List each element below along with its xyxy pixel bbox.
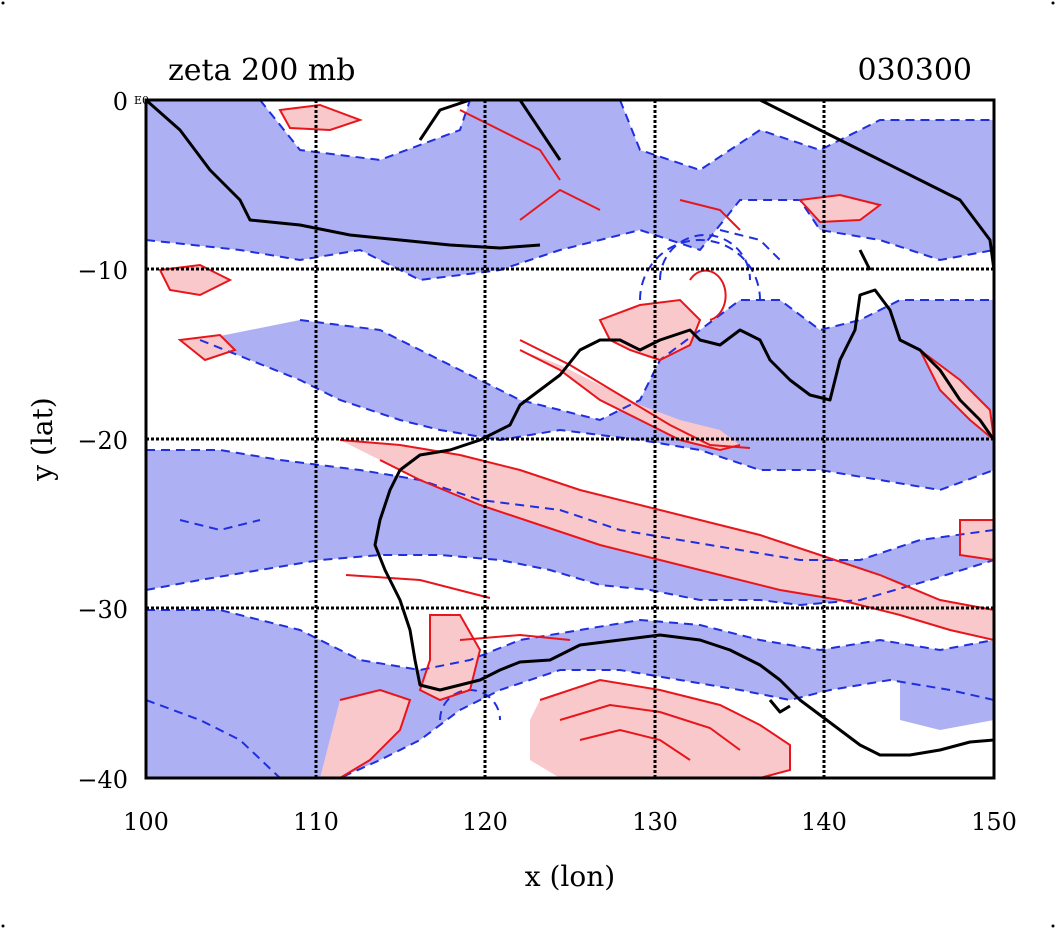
y-tick-label: −10 — [77, 257, 128, 285]
y-tick-label: −40 — [77, 766, 128, 794]
corner-dot — [1051, 924, 1055, 928]
timestamp-label: 030300 — [857, 53, 972, 88]
y-tick-label: 0 — [113, 88, 128, 116]
corner-dot — [1, 1, 5, 5]
field-layer — [146, 100, 994, 778]
chart-title: zeta 200 mb — [168, 53, 356, 88]
x-tick-label: 140 — [801, 808, 847, 836]
y-axis-label: y (lat) — [26, 397, 59, 481]
x-tick-label: 130 — [632, 808, 678, 836]
x-tick-label: 100 — [123, 808, 169, 836]
x-tick-label: 150 — [971, 808, 1017, 836]
x-tick-label: 120 — [462, 808, 508, 836]
plot-frame — [144, 98, 996, 780]
corner-mark: E0 — [134, 94, 149, 107]
x-tick-label: 110 — [293, 808, 339, 836]
positive-contours — [158, 103, 994, 778]
y-tick-label: −20 — [77, 427, 128, 455]
coastline — [146, 100, 994, 757]
corner-dot — [1051, 1, 1055, 5]
negative-contours — [146, 100, 994, 778]
map-grid — [146, 100, 994, 778]
y-tick-label: −30 — [77, 596, 128, 624]
x-axis-label: x (lon) — [525, 860, 615, 893]
corner-dot — [1, 924, 5, 928]
